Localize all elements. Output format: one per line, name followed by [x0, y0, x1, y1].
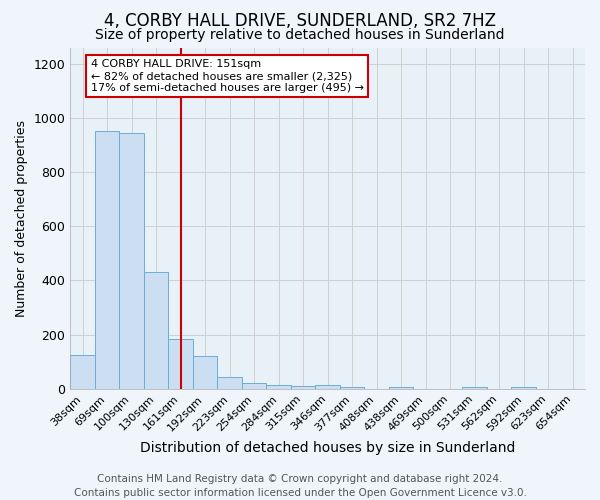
Bar — [389, 386, 413, 389]
Text: Size of property relative to detached houses in Sunderland: Size of property relative to detached ho… — [95, 28, 505, 42]
Y-axis label: Number of detached properties: Number of detached properties — [15, 120, 28, 316]
Bar — [340, 386, 364, 389]
Text: 4 CORBY HALL DRIVE: 151sqm
← 82% of detached houses are smaller (2,325)
17% of s: 4 CORBY HALL DRIVE: 151sqm ← 82% of deta… — [91, 60, 364, 92]
Bar — [217, 376, 242, 389]
Bar — [511, 386, 536, 389]
Bar — [291, 386, 316, 389]
Bar — [95, 132, 119, 389]
Text: 4, CORBY HALL DRIVE, SUNDERLAND, SR2 7HZ: 4, CORBY HALL DRIVE, SUNDERLAND, SR2 7HZ — [104, 12, 496, 30]
Bar — [316, 385, 340, 389]
Bar — [266, 385, 291, 389]
Bar — [193, 356, 217, 389]
Bar — [169, 338, 193, 389]
Bar — [242, 384, 266, 389]
Bar — [70, 355, 95, 389]
X-axis label: Distribution of detached houses by size in Sunderland: Distribution of detached houses by size … — [140, 441, 515, 455]
Bar — [119, 133, 144, 389]
Bar — [144, 272, 169, 389]
Bar — [463, 386, 487, 389]
Text: Contains HM Land Registry data © Crown copyright and database right 2024.
Contai: Contains HM Land Registry data © Crown c… — [74, 474, 526, 498]
